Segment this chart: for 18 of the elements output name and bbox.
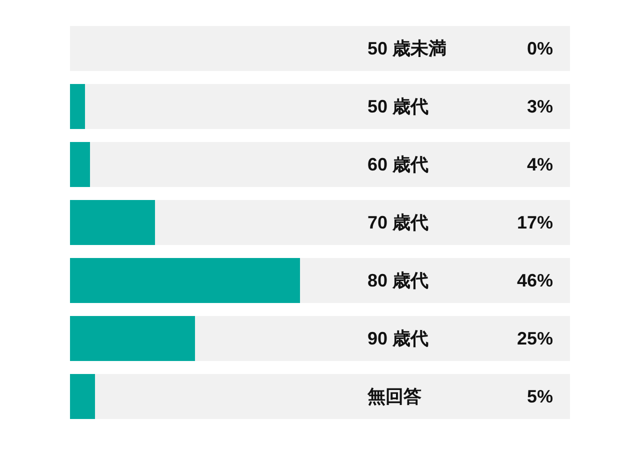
y-tick-label: 50 歳代 bbox=[368, 96, 429, 116]
data-label: 25% bbox=[516, 328, 553, 348]
y-tick-label: 無回答 bbox=[366, 386, 422, 406]
y-tick-label: 80 歳代 bbox=[368, 270, 429, 290]
data-label: 5% bbox=[526, 386, 553, 406]
bar bbox=[70, 84, 85, 129]
data-label: 0% bbox=[526, 38, 553, 58]
y-tick-label: 90 歳代 bbox=[368, 328, 429, 348]
y-tick-label: 50 歳未満 bbox=[368, 38, 447, 58]
data-label: 3% bbox=[526, 96, 553, 116]
y-tick-label: 70 歳代 bbox=[368, 212, 429, 232]
data-label: 4% bbox=[526, 154, 553, 174]
bar bbox=[70, 200, 155, 245]
data-label: 46% bbox=[516, 270, 553, 290]
bar bbox=[70, 142, 90, 187]
bar bbox=[70, 374, 95, 419]
data-label: 17% bbox=[516, 212, 553, 232]
y-tick-label: 60 歳代 bbox=[368, 154, 429, 174]
